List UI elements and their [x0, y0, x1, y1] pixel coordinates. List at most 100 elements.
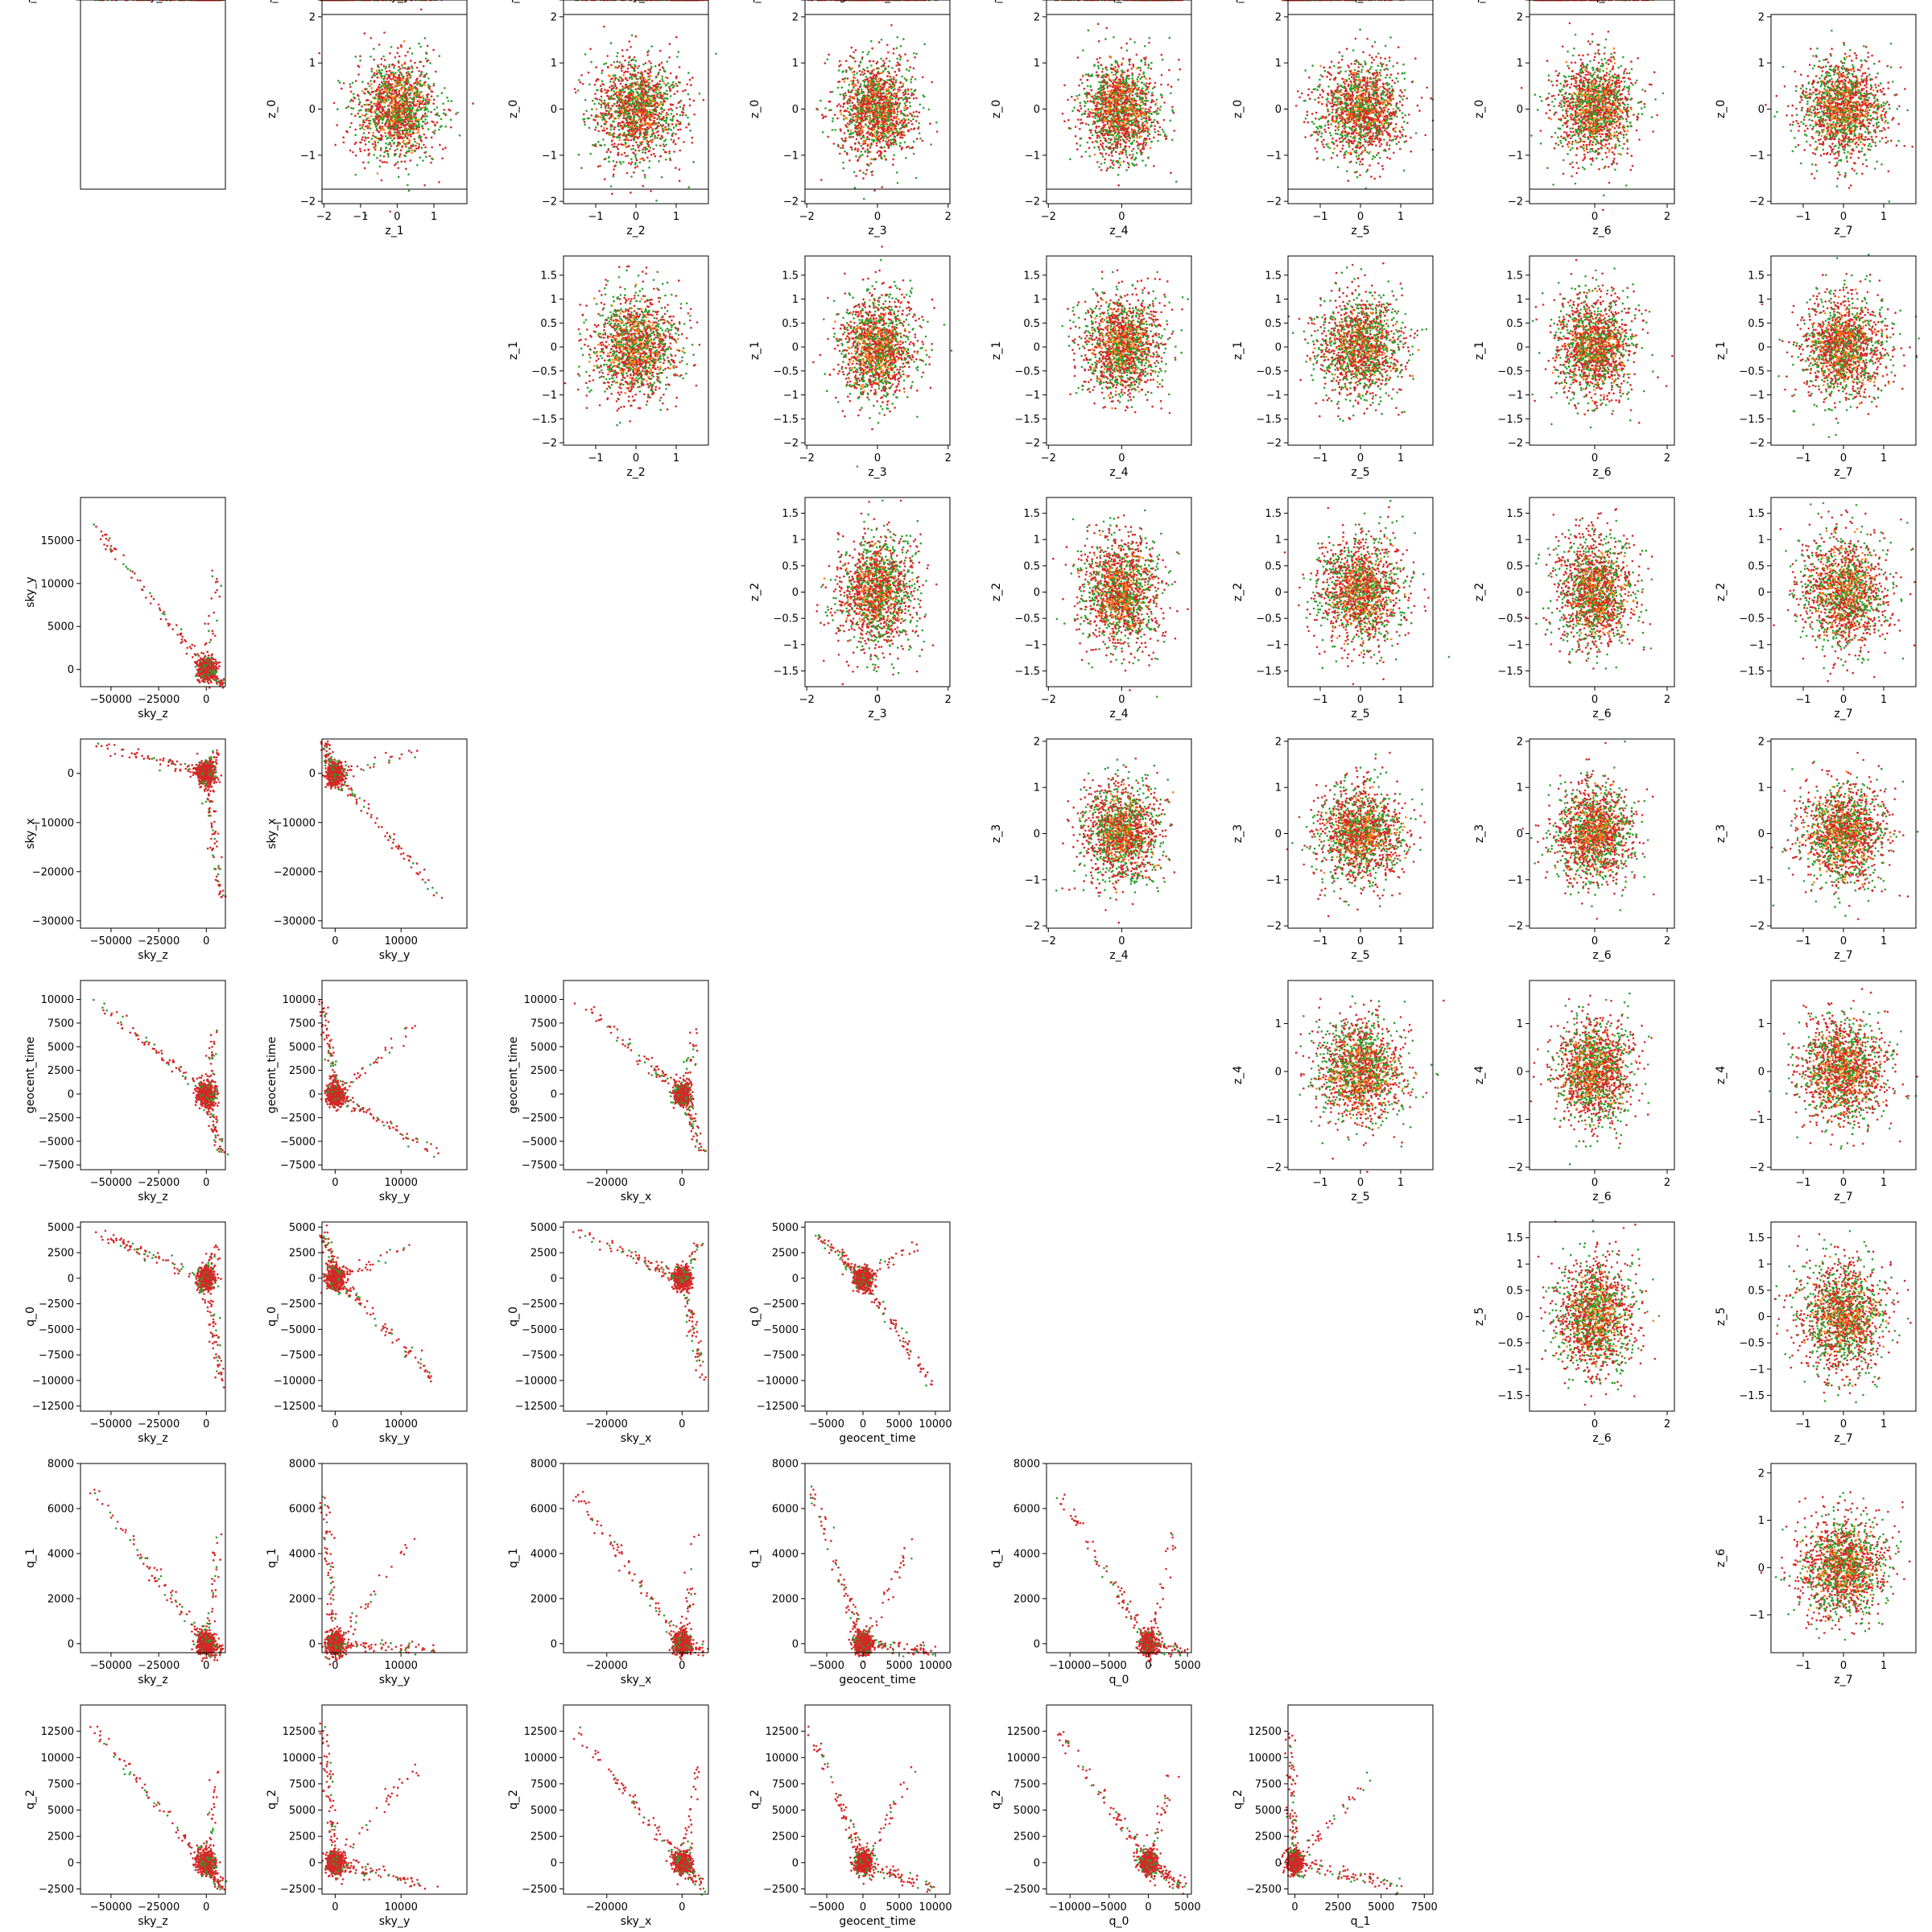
data-point — [391, 110, 394, 113]
data-point — [601, 118, 604, 121]
data-point — [593, 103, 596, 105]
data-point — [360, 109, 362, 112]
data-point — [438, 129, 440, 131]
data-point — [425, 151, 427, 154]
data-point — [634, 76, 637, 78]
data-point — [440, 126, 442, 128]
data-point — [429, 99, 431, 101]
data-point — [625, 97, 627, 99]
data-point — [399, 81, 402, 84]
data-point — [406, 142, 408, 145]
data-point — [395, 91, 398, 93]
data-point — [383, 129, 386, 131]
data-point — [630, 133, 632, 135]
data-point — [671, 109, 674, 112]
data-point — [663, 93, 665, 96]
data-point — [609, 98, 612, 101]
data-point — [364, 136, 366, 138]
data-point — [421, 125, 423, 127]
data-point — [619, 161, 621, 163]
data-point — [415, 145, 417, 147]
data-point — [634, 64, 636, 66]
data-point — [451, 100, 453, 102]
data-point — [391, 134, 394, 137]
data-point — [423, 109, 426, 112]
data-point — [650, 147, 652, 149]
data-point — [625, 155, 627, 158]
data-point — [418, 118, 420, 121]
data-point — [409, 97, 411, 99]
data-point — [643, 159, 646, 162]
data-point — [638, 147, 640, 149]
data-point — [683, 109, 685, 111]
data-point — [372, 143, 374, 146]
data-point — [617, 154, 620, 156]
data-point — [618, 96, 621, 98]
data-point — [381, 75, 383, 77]
data-point — [389, 114, 391, 117]
data-point — [623, 105, 625, 107]
data-point — [398, 127, 401, 130]
data-point — [625, 107, 628, 109]
data-point — [398, 77, 401, 80]
data-point — [617, 152, 620, 155]
data-point — [372, 134, 374, 137]
data-point — [667, 129, 670, 131]
data-point — [383, 151, 386, 154]
data-point — [416, 67, 419, 69]
data-point — [606, 92, 609, 94]
data-point — [660, 97, 663, 100]
data-point — [618, 129, 621, 131]
data-point — [367, 99, 369, 101]
data-point — [361, 105, 363, 108]
data-point — [414, 141, 416, 143]
data-point — [670, 108, 672, 110]
data-point — [407, 68, 410, 70]
points-u1 — [574, 26, 717, 202]
data-point — [393, 76, 395, 78]
y-tick-label: −2 — [300, 196, 316, 208]
data-point — [649, 82, 651, 85]
data-point — [398, 121, 400, 123]
data-point — [614, 85, 617, 88]
data-point — [400, 72, 402, 75]
data-point — [431, 111, 433, 114]
data-point — [374, 123, 377, 126]
data-point — [639, 158, 642, 160]
data-point — [408, 116, 411, 118]
data-point — [654, 155, 657, 158]
data-point — [648, 72, 650, 75]
data-point — [642, 88, 645, 90]
data-point — [610, 42, 613, 44]
data-point — [371, 91, 374, 93]
data-point — [386, 71, 388, 73]
data-point — [431, 136, 433, 138]
data-point — [598, 102, 601, 105]
data-point — [679, 114, 682, 117]
data-point — [621, 94, 624, 97]
data-point — [421, 147, 423, 149]
data-point — [358, 66, 361, 68]
data-point — [691, 76, 694, 79]
data-point — [664, 126, 667, 129]
data-point — [645, 105, 647, 107]
data-point — [657, 122, 659, 124]
data-point — [382, 161, 384, 163]
data-point — [645, 122, 647, 125]
data-point — [578, 154, 580, 156]
data-point — [653, 114, 655, 116]
data-point — [649, 78, 651, 80]
data-point — [623, 123, 625, 126]
data-point — [390, 95, 392, 97]
data-point — [679, 180, 681, 182]
data-point — [401, 80, 403, 82]
data-point — [637, 95, 639, 97]
data-point — [633, 148, 635, 151]
data-point — [387, 155, 390, 158]
data-point — [663, 116, 665, 118]
data-point — [378, 84, 381, 86]
data-point — [394, 164, 396, 167]
data-point — [691, 137, 693, 139]
data-point — [359, 124, 361, 126]
data-point — [367, 137, 369, 139]
